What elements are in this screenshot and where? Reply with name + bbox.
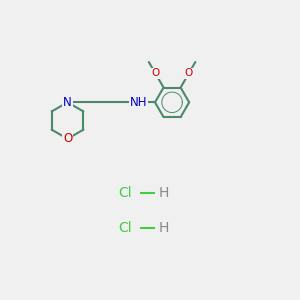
Text: N: N bbox=[63, 96, 72, 109]
Text: O: O bbox=[151, 68, 160, 79]
Text: O: O bbox=[63, 132, 72, 145]
Text: Cl: Cl bbox=[119, 186, 132, 200]
Text: H: H bbox=[159, 186, 169, 200]
Text: H: H bbox=[159, 221, 169, 235]
Text: NH: NH bbox=[130, 96, 147, 109]
Text: O: O bbox=[184, 68, 193, 79]
Text: Cl: Cl bbox=[119, 221, 132, 235]
